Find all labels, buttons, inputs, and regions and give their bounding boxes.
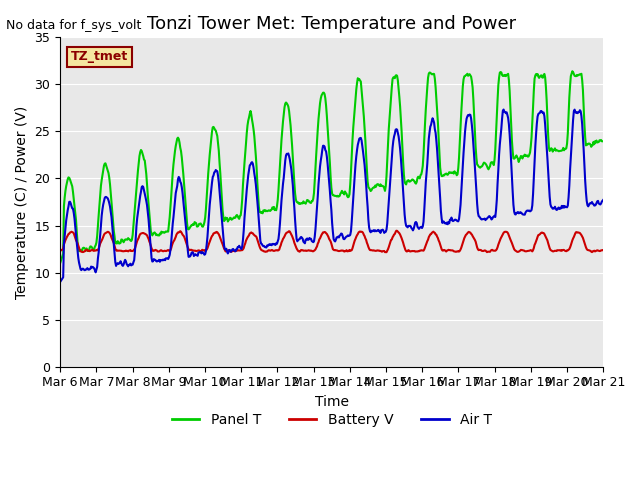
Text: TZ_tmet: TZ_tmet [71, 50, 128, 63]
Line: Battery V: Battery V [60, 231, 604, 252]
Battery V [392, 228, 400, 234]
Line: Air T: Air T [60, 109, 604, 282]
Air T [500, 107, 508, 112]
Air T [413, 224, 421, 229]
Battery V [600, 247, 607, 253]
Panel T [413, 175, 421, 181]
Panel T [177, 148, 185, 154]
Y-axis label: Temperature (C) / Power (V): Temperature (C) / Power (V) [15, 105, 29, 299]
Title: Tonzi Tower Met: Temperature and Power: Tonzi Tower Met: Temperature and Power [147, 15, 516, 33]
Panel T [600, 138, 607, 144]
Panel T [122, 237, 130, 242]
Air T [206, 202, 214, 207]
Air T [177, 180, 185, 186]
Air T [398, 166, 406, 171]
Line: Panel T: Panel T [60, 71, 604, 263]
X-axis label: Time: Time [315, 395, 349, 409]
Panel T [206, 152, 214, 157]
Panel T [398, 129, 406, 134]
Battery V [206, 239, 214, 244]
Panel T [66, 177, 74, 182]
Battery V [177, 229, 185, 235]
Panel T [568, 68, 576, 74]
Air T [56, 279, 64, 285]
Battery V [415, 248, 423, 254]
Air T [600, 197, 607, 203]
Air T [66, 199, 74, 204]
Battery V [66, 229, 74, 235]
Legend: Panel T, Battery V, Air T: Panel T, Battery V, Air T [166, 407, 497, 432]
Panel T [56, 260, 64, 266]
Battery V [399, 240, 407, 245]
Battery V [56, 248, 64, 254]
Battery V [383, 249, 390, 255]
Text: No data for f_sys_volt: No data for f_sys_volt [6, 19, 142, 32]
Air T [122, 258, 130, 264]
Battery V [122, 248, 130, 253]
